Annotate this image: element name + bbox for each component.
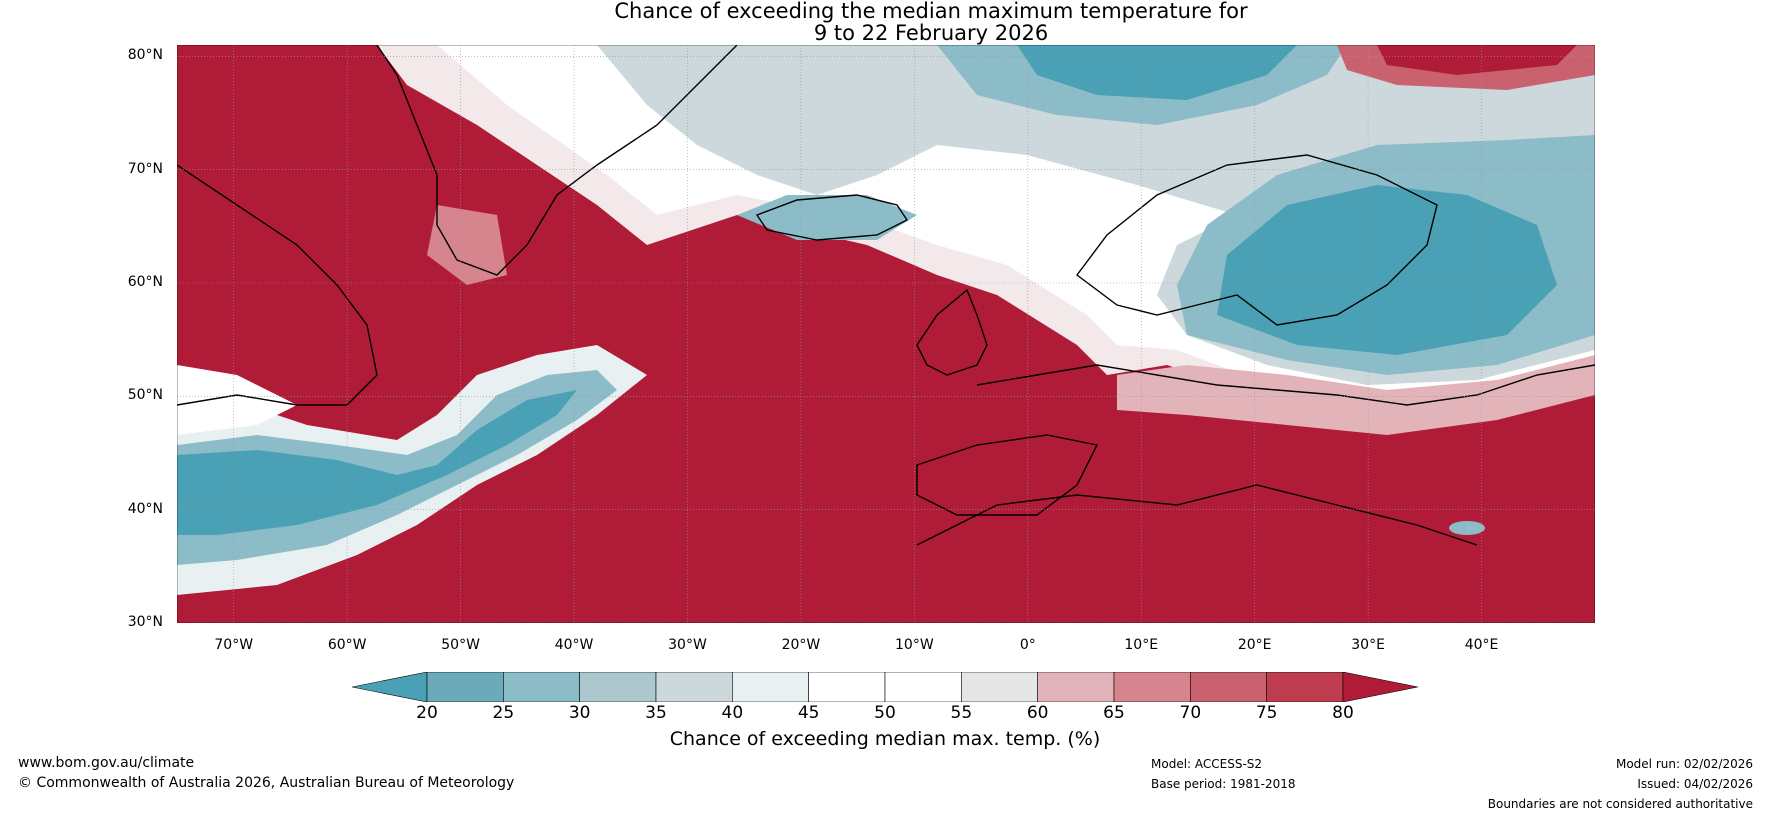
model-run-text: Model run: 02/02/2026 (1615, 757, 1753, 771)
scandinavia-coast (1076, 154, 1438, 326)
colorbar-tick-label: 30 (568, 703, 591, 723)
lat-label: 70°N (127, 160, 163, 177)
colorbar-tick-label: 75 (1255, 703, 1278, 723)
iceland-coast (755, 194, 909, 241)
north-america-coast (177, 164, 378, 406)
lon-label: 50°W (441, 637, 480, 653)
cool-anomaly-arctic-core (1017, 45, 1297, 100)
lon-label: 20°E (1237, 637, 1272, 653)
colorbar-tick-label: 65 (1103, 703, 1125, 723)
map-title-line-2: 9 to 22 February 2026 (813, 21, 1049, 45)
colorbar-segment (655, 672, 733, 702)
cool-anomaly-scandinavia-core (1217, 185, 1557, 355)
issued-text: Issued: 04/02/2026 (1637, 777, 1753, 791)
lon-label: 60°W (327, 637, 367, 653)
colorbar-segment (1037, 672, 1115, 702)
lon-label: 30°E (1351, 637, 1385, 653)
colorbar-segment (1113, 672, 1191, 702)
lon-label: 70°W (214, 637, 254, 653)
lat-label: 40°N (127, 500, 163, 517)
colorbar-segment (884, 672, 962, 702)
base-period-text: Base period: 1981-2018 (1151, 777, 1296, 791)
cool-anomaly-west-atlantic-core (177, 390, 577, 535)
colorbar-tick-label: 60 (1026, 703, 1049, 723)
colorbar-extension-high (1342, 672, 1418, 702)
colorbar-label: Chance of exceeding median max. temp. (%… (669, 728, 1101, 750)
colorbar-tick-label: 50 (874, 703, 896, 723)
lon-label: 40°W (554, 637, 594, 653)
lat-label: 80°N (127, 47, 163, 64)
transition-band-central-europe (1117, 355, 1595, 435)
colorbar-segment (732, 672, 809, 702)
colorbar-extension-low (352, 672, 428, 702)
colorbar-segment (579, 672, 657, 702)
colorbar-segment (808, 672, 886, 702)
colorbar-tick-label: 25 (492, 703, 515, 723)
lon-label: 40°E (1464, 637, 1499, 653)
colorbar-tick-label: 20 (416, 703, 438, 723)
model-text: Model: ACCESS-S2 (1151, 757, 1263, 771)
neutral-strip-labrador (177, 365, 297, 435)
coastlines (177, 45, 1595, 546)
probability-map (177, 45, 1595, 623)
website-text: www.bom.gov.au/climate (18, 755, 195, 771)
colorbar-tick-label: 70 (1179, 703, 1202, 723)
north-africa-coast (916, 484, 1478, 546)
warm-tongue-greenland (427, 205, 507, 285)
colorbar-tick-label: 80 (1332, 703, 1354, 723)
disclaimer-text: Boundaries are not considered authoritat… (1487, 797, 1753, 811)
lon-label: 30°W (668, 637, 707, 653)
europe-coast (976, 364, 1595, 406)
map-title-line-1: Chance of exceeding the median maximum t… (614, 0, 1248, 23)
colorbar-tick-label: 55 (950, 703, 973, 723)
map-panel (177, 45, 1595, 623)
colorbar-segment (1266, 672, 1344, 702)
lon-label: 10°E (1124, 637, 1159, 653)
colorbar-segment (1190, 672, 1267, 702)
lon-label: 10°W (895, 637, 934, 653)
colorbar-tick-label: 35 (645, 703, 667, 723)
lon-label: 20°W (781, 637, 821, 653)
colorbar (352, 672, 1418, 702)
british-isles-coast (916, 288, 988, 376)
colorbar-segment (503, 672, 580, 702)
colorbar-tick-label: 40 (721, 703, 744, 723)
gridlines (177, 45, 1595, 623)
iberia-coast (916, 434, 1099, 516)
greenland-coast (376, 45, 738, 276)
colorbar-segment (961, 672, 1038, 702)
warm-anomaly-barents-core (1377, 45, 1577, 75)
lat-label: 30°N (127, 614, 163, 630)
lat-label: 60°N (127, 274, 163, 290)
copyright-text: © Commonwealth of Australia 2026, Austra… (18, 775, 515, 791)
colorbar-segment (426, 672, 504, 702)
lat-label: 50°N (127, 387, 163, 404)
colorbar-tick-label: 45 (797, 703, 820, 723)
cool-spot-anatolia (1449, 521, 1485, 535)
lon-label: 0° (1019, 637, 1036, 653)
